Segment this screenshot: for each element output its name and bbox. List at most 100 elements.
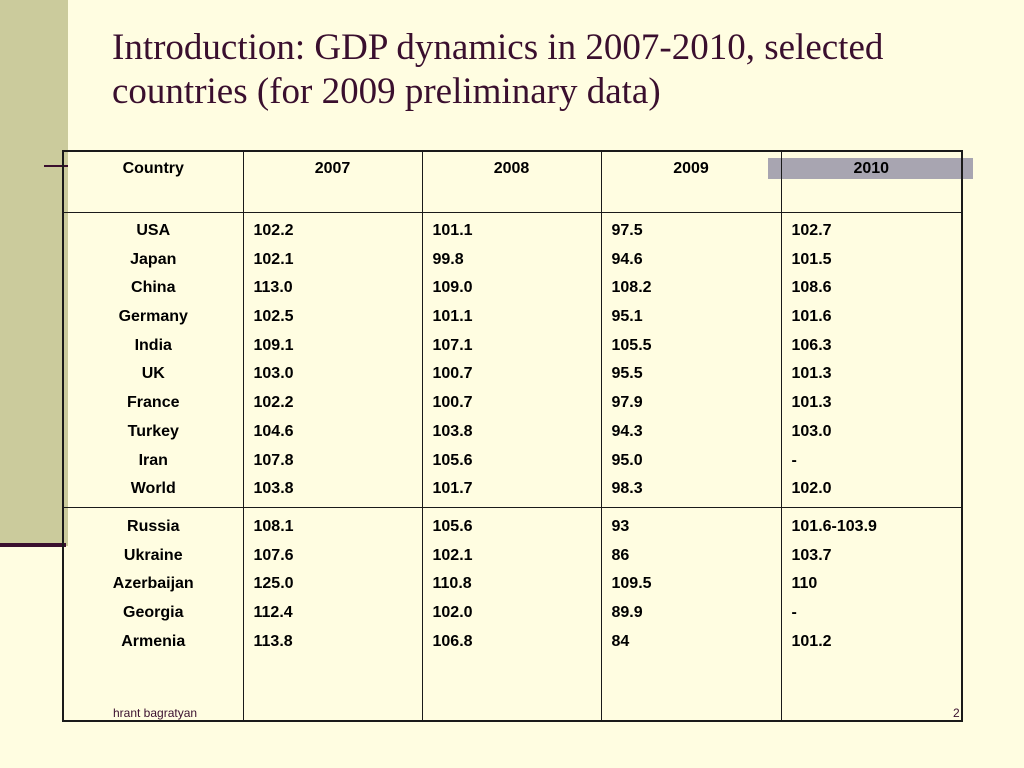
value-cell-2008: 105.6 102.1 110.8 102.0 106.8 (421, 507, 602, 721)
gdp-value: 102.1 (432, 546, 473, 564)
gdp-value: 102.5 (253, 308, 294, 326)
gdp-value: 106.3 (791, 336, 832, 354)
gdp-value: 95.5 (611, 365, 643, 383)
gdp-value: 110 (791, 575, 818, 593)
gdp-value: 101.1 (432, 308, 473, 326)
header-2009: 2009 (600, 151, 782, 213)
gdp-value: 103.8 (432, 422, 473, 440)
gdp-value: 105.5 (611, 336, 652, 354)
value-cell-2010: 102.7 101.5 108.6 101.6 106.3 101.3 101.3 103.0… (780, 212, 963, 508)
gdp-value: 102.0 (432, 604, 473, 622)
value-cell-2010: 101.6-103.9 103.7 110 - 101.2 (780, 507, 963, 721)
gdp-value: 98.3 (611, 480, 643, 498)
gdp-value: 101.3 (791, 394, 832, 412)
header-2010: 2010 (780, 151, 963, 213)
country-name: Japan (130, 250, 177, 268)
country-name: Azerbaijan (112, 575, 194, 593)
gdp-value: 101.3 (791, 365, 832, 383)
gdp-value: 102.2 (253, 394, 294, 412)
country-name: India (134, 336, 172, 354)
gdp-value: - (791, 604, 797, 622)
gdp-value: 97.9 (611, 394, 643, 412)
gdp-value: 101.2 (791, 632, 832, 650)
value-cell-2009: 97.5 94.6 108.2 95.1 105.5 95.5 97.9 94.3 95.0 98… (600, 212, 782, 508)
country-name: Iran (138, 451, 168, 469)
gdp-value: 107.1 (432, 336, 473, 354)
country-name: Armenia (121, 632, 186, 650)
gdp-value: 101.6 (791, 308, 832, 326)
gdp-value: 105.6 (432, 518, 473, 535)
gdp-value: 107.8 (253, 451, 294, 469)
slide-title: Introduction: GDP dynamics in 2007-2010,… (112, 27, 884, 112)
gdp-value: 108.2 (611, 279, 652, 297)
gdp-value: 103.8 (253, 480, 294, 498)
country-name: World (130, 480, 176, 498)
gdp-value: 84 (611, 632, 630, 650)
table-header-row: Country 2007 2008 2009 2010 (62, 151, 963, 213)
country-name: Russia (127, 518, 180, 535)
gdp-value: 109.1 (253, 336, 294, 354)
gdp-value: 103.0 (253, 365, 294, 383)
value-cell-2008: 101.1 99.8 109.0 101.1 107.1 100.7 100.7 103.8 1… (421, 212, 602, 508)
gdp-value: 105.6 (432, 451, 473, 469)
gdp-value: 106.8 (432, 632, 473, 650)
gdp-value: 109.0 (432, 279, 473, 297)
value-cell-2009: 93 86 109.5 89.9 84 (600, 507, 782, 721)
gdp-value: 89.9 (611, 604, 643, 622)
country-cell: USA Japan China Germany India UK France Turkey I… (62, 212, 244, 508)
table-group-row: USA Japan China Germany India UK France Turkey I… (62, 212, 963, 508)
gdp-value: 112.4 (253, 604, 293, 622)
gdp-value: 101.6-103.9 (791, 518, 877, 535)
country-name: USA (136, 222, 171, 239)
gdp-value: 102.1 (253, 250, 294, 268)
header-divider-line (44, 165, 68, 167)
gdp-value: 93 (611, 518, 630, 535)
gdp-value: 100.7 (432, 394, 473, 412)
gdp-value: 125.0 (253, 575, 294, 593)
country-name: UK (141, 365, 165, 383)
country-name: Turkey (127, 422, 179, 440)
gdp-value: 107.6 (253, 546, 294, 564)
gdp-value: 113.0 (253, 279, 293, 297)
gdp-value: 108.1 (253, 518, 294, 535)
gdp-value: 102.0 (791, 480, 832, 498)
gdp-value: 113.8 (253, 632, 293, 650)
country-name: China (131, 279, 176, 297)
gdp-value: - (791, 451, 797, 469)
gdp-value: 102.2 (253, 222, 294, 239)
gdp-value: 103.7 (791, 546, 832, 564)
value-cell-2007: 102.2 102.1 113.0 102.5 109.1 103.0 102.2 104.6… (242, 212, 423, 508)
gdp-value: 95.0 (611, 451, 643, 469)
header-2008: 2008 (421, 151, 602, 213)
table-group-row: Russia Ukraine Azerbaijan Georgia Armenia 10… (62, 507, 963, 721)
gdp-value: 86 (611, 546, 630, 564)
gdp-value: 101.7 (432, 480, 473, 498)
page-number: 2 (953, 706, 960, 720)
gdp-value: 99.8 (432, 250, 464, 268)
country-cell: Russia Ukraine Azerbaijan Georgia Armenia (62, 507, 244, 721)
gdp-value: 94.3 (611, 422, 643, 440)
gdp-value: 101.5 (791, 250, 832, 268)
gdp-value: 104.6 (253, 422, 294, 440)
country-name: Germany (118, 308, 188, 326)
left-decorative-band (0, 0, 68, 546)
country-name: Georgia (123, 604, 184, 622)
gdp-table: Country 2007 2008 2009 2010 USA Japan Chin… (62, 150, 963, 722)
country-name: Ukraine (123, 546, 183, 564)
country-name: France (127, 394, 180, 412)
left-divider-line (0, 543, 66, 547)
header-country: Country (62, 151, 244, 213)
value-cell-2007: 108.1 107.6 125.0 112.4 113.8 (242, 507, 423, 721)
gdp-value: 94.6 (611, 250, 643, 268)
header-2007: 2007 (242, 151, 423, 213)
gdp-value: 109.5 (611, 575, 652, 593)
gdp-value: 110.8 (432, 575, 472, 593)
footer-author: hrant bagratyan (113, 706, 198, 720)
gdp-value: 95.1 (611, 308, 643, 326)
gdp-value: 102.7 (791, 222, 832, 239)
gdp-value: 100.7 (432, 365, 473, 383)
gdp-value: 97.5 (611, 222, 643, 239)
gdp-value: 108.6 (791, 279, 832, 297)
gdp-value: 101.1 (432, 222, 473, 239)
gdp-value: 103.0 (791, 422, 832, 440)
